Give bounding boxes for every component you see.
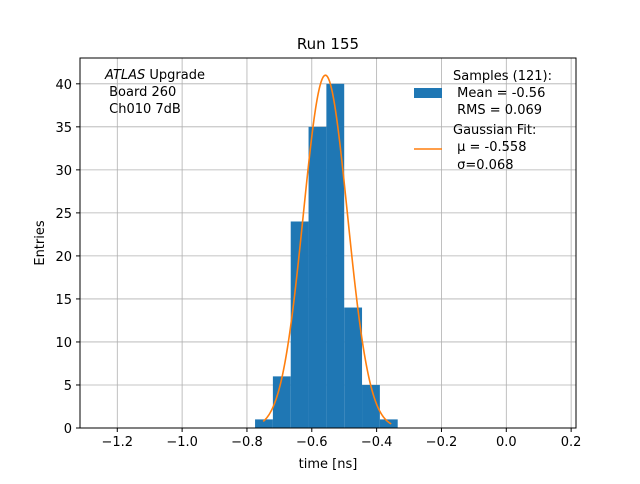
x-tick-label: −0.4 (361, 435, 393, 450)
legend-samples-rms: RMS = 0.069 (453, 103, 542, 118)
histogram-bars (255, 83, 398, 428)
axes-frame (79, 57, 577, 429)
atlas-annotation: ATLAS Upgrade Board 260 Ch010 7dB (104, 68, 205, 117)
histogram-bar (344, 307, 363, 428)
legend-samples-mean: Mean = -0.56 (453, 86, 545, 101)
legend-fit-sigma: σ=0.068 (453, 158, 513, 173)
histogram-bar (255, 419, 273, 428)
legend-samples-swatch (414, 88, 442, 98)
x-tick-label: −0.6 (296, 435, 328, 450)
x-tick-label: −1.2 (101, 435, 133, 450)
legend: Samples (121): Mean = -0.56 RMS = 0.069 … (414, 69, 552, 173)
x-axis-label: time [ns] (299, 457, 358, 472)
legend-fit-mu: μ = -0.558 (453, 140, 526, 155)
histogram-bar (362, 384, 380, 428)
y-tick-label: 35 (55, 121, 72, 136)
gaussian-fit-line (262, 74, 392, 425)
x-tick-label: −0.2 (426, 435, 458, 450)
y-tick-label: 5 (64, 379, 72, 394)
y-axis-label: Entries (33, 220, 48, 266)
x-tick-label: −0.8 (231, 435, 263, 450)
annotation-line-1: ATLAS Upgrade (104, 68, 205, 83)
y-tick-label: 30 (55, 164, 72, 179)
y-tick-label: 40 (55, 78, 72, 93)
x-tick-label: 0.0 (496, 435, 517, 450)
annotation-line-3: Ch010 7dB (105, 102, 181, 117)
x-axis-ticks: −1.2 −1.0 −0.8 −0.6 −0.4 −0.2 0.0 0.2 (101, 428, 581, 450)
y-axis-ticks: 0 5 10 15 20 25 30 35 40 (55, 78, 80, 437)
legend-samples-label: Samples (121): (453, 69, 552, 84)
annotation-upgrade: Upgrade (145, 68, 205, 83)
y-tick-label: 10 (55, 336, 72, 351)
y-tick-label: 20 (55, 250, 72, 265)
annotation-line-2: Board 260 (105, 85, 176, 100)
y-tick-label: 0 (64, 422, 72, 437)
histogram-bar (308, 126, 327, 428)
gaussian-fit (262, 74, 392, 425)
histogram-bar (272, 376, 291, 428)
annotation-atlas: ATLAS (104, 68, 145, 83)
histogram-bar (290, 221, 309, 428)
y-tick-label: 15 (55, 293, 72, 308)
x-tick-label: −1.0 (166, 435, 198, 450)
histogram-bar (379, 419, 398, 428)
chart-title: Run 155 (297, 35, 359, 53)
histogram-bar (326, 83, 345, 428)
legend-fit-label: Gaussian Fit: (453, 123, 536, 138)
y-tick-label: 25 (55, 207, 72, 222)
x-tick-label: 0.2 (561, 435, 582, 450)
